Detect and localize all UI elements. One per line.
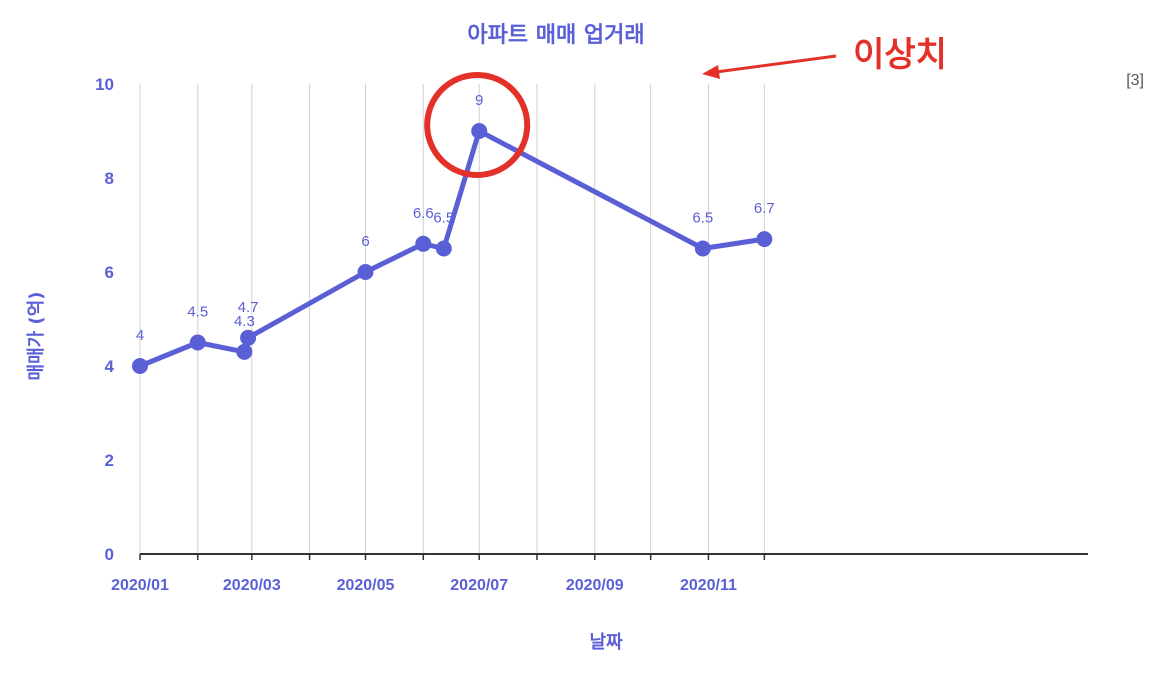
x-tick-label: 2020/09 [566, 577, 624, 594]
y-tick-label: 10 [95, 75, 114, 94]
y-tick-label: 4 [105, 357, 115, 376]
outlier-arrow-line [715, 54, 837, 74]
x-tick-label: 2020/01 [111, 577, 169, 594]
data-label: 6.6 [413, 205, 434, 222]
data-point [132, 358, 148, 374]
x-tick-label: 2020/07 [450, 577, 508, 594]
data-labels: 44.54.34.766.6 6.596.56.7 [136, 92, 775, 344]
x-tick-label: 2020/11 [680, 577, 737, 594]
x-tick-label: 2020/03 [223, 577, 281, 594]
x-axis-label: 날짜 [589, 632, 623, 653]
data-label: 4 [136, 327, 144, 344]
y-tick-label: 0 [105, 545, 114, 564]
series-line [139, 128, 765, 369]
reference-tag: [3] [1126, 72, 1144, 89]
data-point [435, 240, 452, 257]
y-tick-labels: 0 2 4 6 8 10 [95, 75, 114, 564]
outlier-annotation: 이상치 [424, 35, 947, 178]
data-label: 9 [475, 92, 483, 109]
data-points [132, 123, 773, 374]
data-point [357, 264, 374, 280]
y-tick-label: 8 [105, 169, 114, 188]
gridlines [139, 84, 765, 554]
data-label: 4.3 [234, 313, 255, 330]
data-label: 6.5 [692, 210, 713, 227]
data-label: 4.7 [238, 299, 259, 316]
x-tick-labels: 2020/01 2020/03 2020/05 2020/07 2020/09 2020/… [111, 577, 737, 594]
data-label: 6.7 [754, 200, 775, 217]
y-tick-label: 6 [105, 263, 114, 282]
data-point [240, 329, 257, 346]
data-point [756, 231, 773, 248]
data-label: 6 [361, 233, 369, 250]
outlier-arrow-head [702, 65, 720, 79]
data-point [471, 123, 488, 139]
data-point [415, 235, 432, 252]
y-tick-label: 2 [105, 451, 114, 470]
data-point [236, 343, 253, 360]
chart-title: 아파트 매매 업거래 [467, 23, 644, 48]
x-tick-label: 2020/05 [337, 577, 395, 594]
data-label: 6.5 [433, 210, 454, 227]
outlier-circle [424, 72, 531, 178]
axes [139, 553, 1088, 560]
data-label: 4.5 [187, 304, 208, 321]
y-axis-label: 매매가 (억) [26, 292, 47, 381]
data-point [694, 240, 711, 257]
outlier-label: 이상치 [853, 35, 947, 75]
data-point [189, 334, 206, 351]
